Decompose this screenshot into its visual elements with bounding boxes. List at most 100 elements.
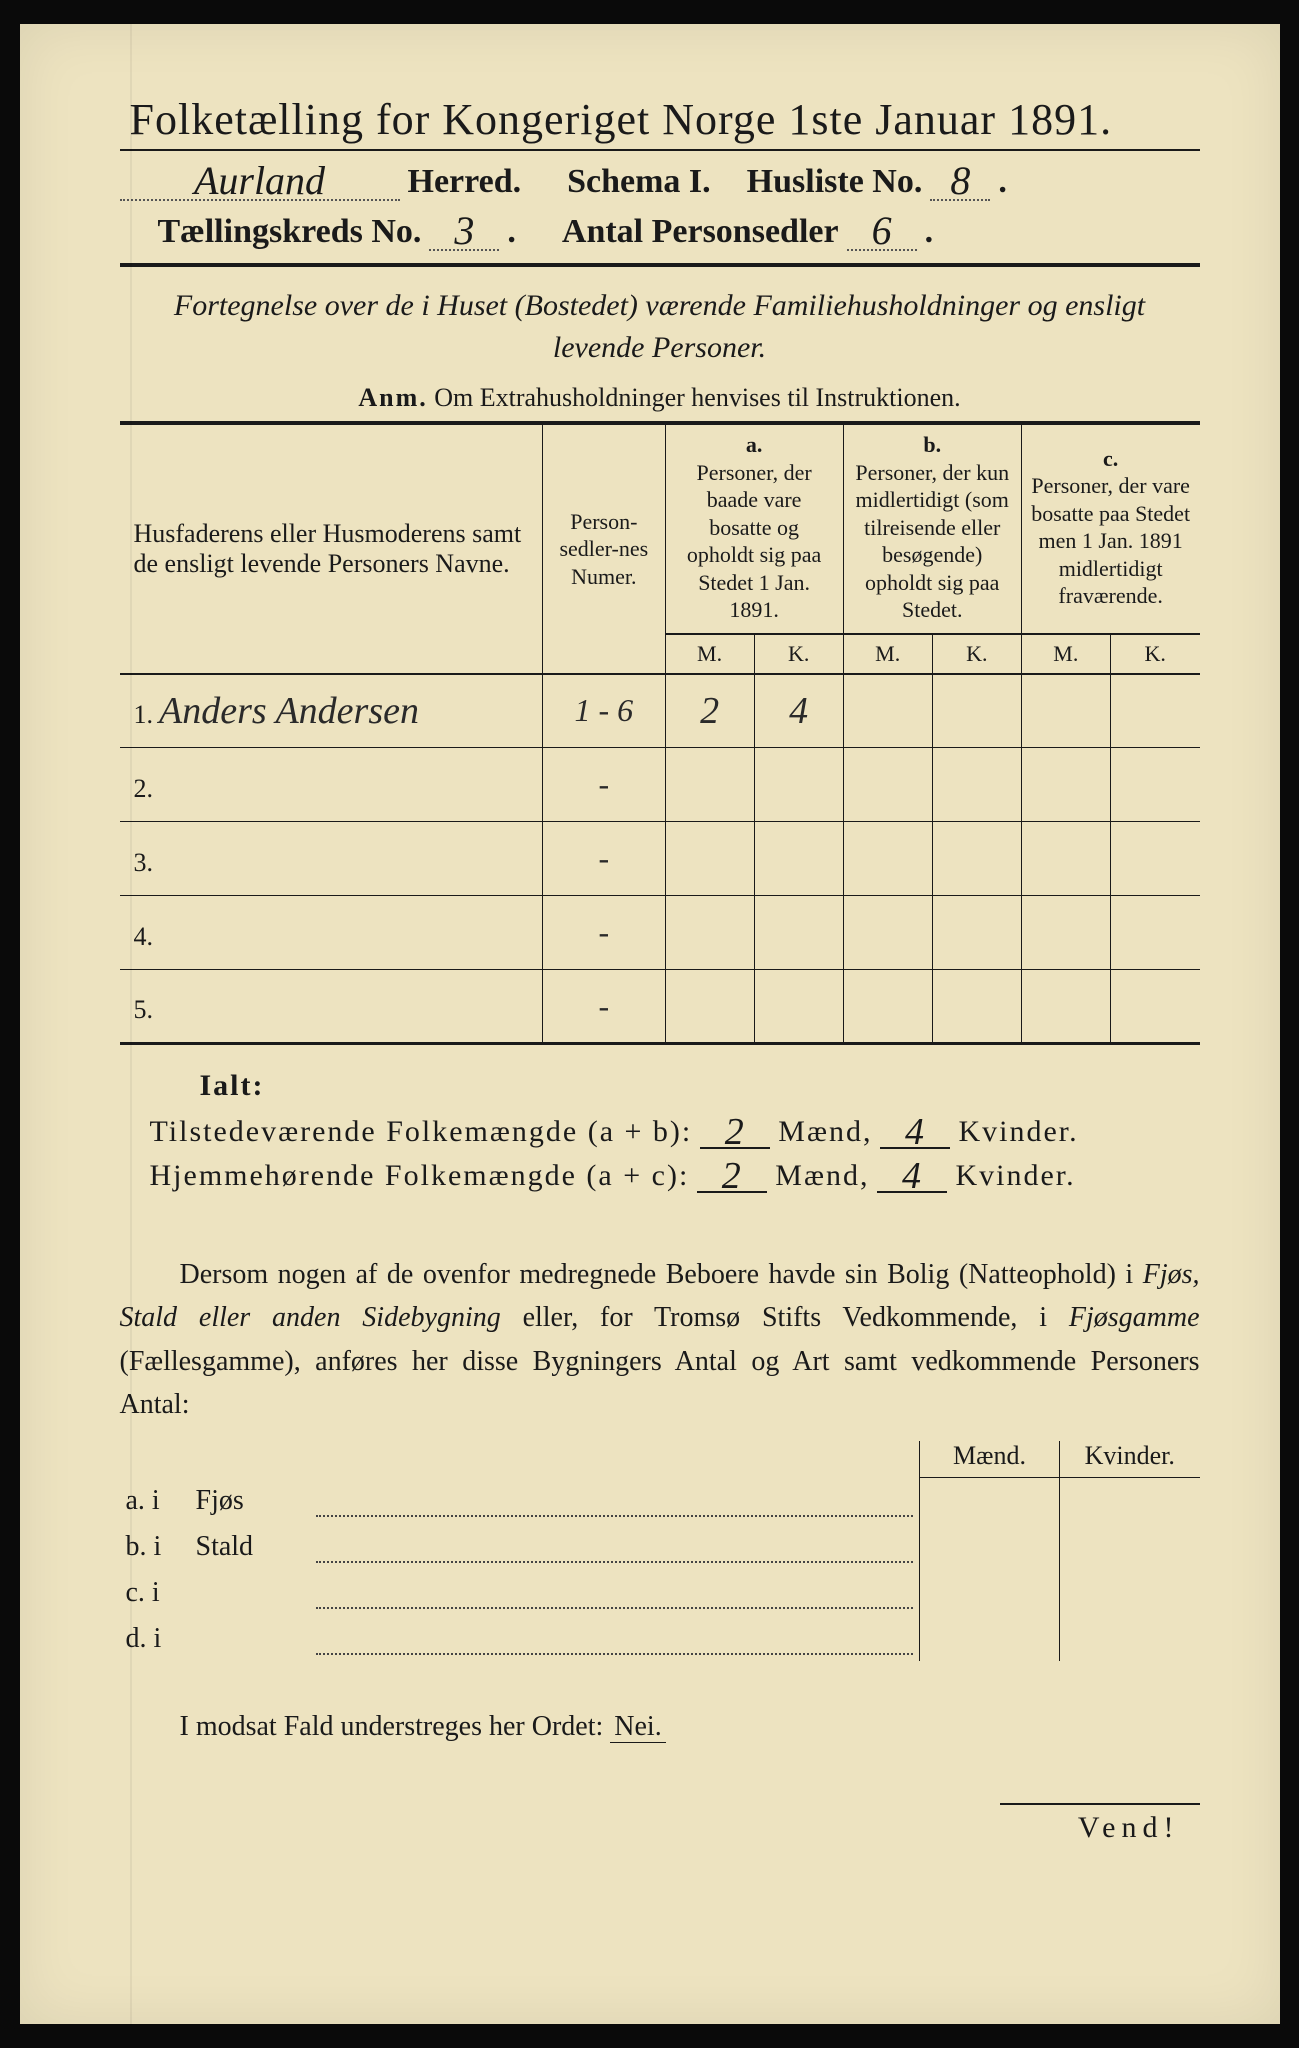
name-cell: 2.	[120, 748, 543, 822]
kreds-value: 3	[429, 213, 499, 251]
byg-k-cell	[1060, 1477, 1200, 1523]
sum1-label: Tilstedeværende Folkemængde (a + b):	[150, 1115, 693, 1149]
col-name-text: Husfaderens eller Husmoderens samt de en…	[134, 519, 522, 578]
byg-row: c. i	[120, 1569, 1200, 1615]
census-form-page: Folketælling for Kongeriget Norge 1ste J…	[20, 24, 1280, 2024]
header-line-2: Tællingskreds No. 3 . Antal Personsedler…	[120, 207, 1200, 257]
num-cell: 1 - 6	[543, 674, 665, 748]
col-b-header: b. Personer, der kun midlertidigt (som t…	[843, 423, 1021, 630]
dot: .	[507, 213, 516, 251]
cm-cell	[1021, 674, 1110, 748]
am-cell: 2	[665, 674, 754, 748]
byg-row: b. iStald	[120, 1523, 1200, 1569]
byg-row: a. iFjøs	[120, 1477, 1200, 1523]
antal-value: 6	[847, 213, 917, 251]
table-row: 4. -	[120, 896, 1200, 970]
col-a-tag: a.	[674, 431, 835, 459]
bm-cell	[843, 896, 932, 970]
mk-header: M.	[843, 634, 932, 674]
ialt-label: Ialt:	[200, 1069, 1200, 1103]
vend-label: Vend!	[1000, 1803, 1200, 1845]
byg-m-cell	[920, 1569, 1060, 1615]
am-cell	[665, 970, 754, 1044]
sum2-m: 2	[697, 1161, 767, 1193]
ak-cell	[754, 896, 843, 970]
col-a-header: a. Personer, der baade vare bosatte og o…	[665, 423, 843, 630]
name-cell: 1. Anders Andersen	[120, 674, 543, 748]
kreds-label: Tællingskreds No.	[158, 213, 422, 251]
bk-cell	[932, 674, 1021, 748]
nei-line: I modsat Fald understreges her Ordet: Ne…	[120, 1711, 1200, 1743]
sum-line-present: Tilstedeværende Folkemængde (a + b): 2 M…	[150, 1115, 1200, 1149]
am-cell	[665, 748, 754, 822]
para-t5: (Fællesgamme), anføres her disse Bygning…	[120, 1346, 1200, 1420]
cm-cell	[1021, 970, 1110, 1044]
ak-cell	[754, 748, 843, 822]
ak-cell	[754, 822, 843, 896]
col-b-tag: b.	[852, 431, 1013, 459]
sum2-mlabel: Mænd,	[775, 1159, 869, 1193]
header-line-1: Aurland Herred. Schema I. Husliste No. 8…	[120, 157, 1200, 207]
byg-dots	[310, 1477, 920, 1523]
ck-cell	[1110, 896, 1199, 970]
col-b-text: Personer, der kun midlertidigt (som tilr…	[852, 459, 1013, 624]
byg-dots	[310, 1523, 920, 1569]
table-row: 1. Anders Andersen1 - 624	[120, 674, 1200, 748]
cm-cell	[1021, 748, 1110, 822]
byg-k-header: Kvinder.	[1060, 1441, 1200, 1478]
ck-cell	[1110, 748, 1199, 822]
outbuilding-paragraph: Dersom nogen af de ovenfor medregnede Be…	[120, 1253, 1200, 1427]
antal-label: Antal Personsedler	[562, 213, 839, 251]
name-cell: 5.	[120, 970, 543, 1044]
byg-type: Fjøs	[190, 1477, 310, 1523]
anm-note: Anm. Om Extrahusholdninger henvises til …	[120, 383, 1200, 413]
para-t1: Dersom nogen af de ovenfor medregnede Be…	[180, 1259, 1143, 1290]
bk-cell	[932, 748, 1021, 822]
anm-prefix: Anm.	[358, 383, 427, 412]
bm-cell	[843, 822, 932, 896]
mk-header: M.	[1021, 634, 1110, 674]
husliste-label: Husliste No.	[747, 163, 923, 201]
household-table: Husfaderens eller Husmoderens samt de en…	[120, 421, 1200, 1045]
col-c-text: Personer, der vare bosatte paa Stedet me…	[1030, 472, 1192, 610]
bm-cell	[843, 674, 932, 748]
byg-k-cell	[1060, 1569, 1200, 1615]
byg-type	[190, 1615, 310, 1661]
ck-cell	[1110, 674, 1199, 748]
nei-word: Nei.	[610, 1711, 665, 1743]
herred-value: Aurland	[120, 163, 400, 201]
byg-k-cell	[1060, 1615, 1200, 1661]
sum1-k: 4	[880, 1117, 950, 1149]
byg-k-cell	[1060, 1523, 1200, 1569]
bk-cell	[932, 896, 1021, 970]
cm-cell	[1021, 822, 1110, 896]
am-cell	[665, 896, 754, 970]
fold-line	[130, 24, 132, 2024]
herred-label: Herred.	[408, 163, 522, 201]
sum1-m: 2	[700, 1117, 770, 1149]
num-cell: -	[543, 970, 665, 1044]
para-t4: Fjøsgamme	[1069, 1302, 1200, 1333]
anm-text: Om Extrahusholdninger henvises til Instr…	[434, 383, 960, 412]
husliste-value: 8	[930, 163, 990, 201]
mk-header: K.	[932, 634, 1021, 674]
bk-cell	[932, 970, 1021, 1044]
col-num-header: Person-sedler-nes Numer.	[543, 423, 665, 674]
header-rule	[120, 263, 1200, 267]
sum2-label: Hjemmehørende Folkemængde (a + c):	[150, 1159, 690, 1193]
col-c-header: c. Personer, der vare bosatte paa Stedet…	[1021, 423, 1199, 630]
byg-type: Stald	[190, 1523, 310, 1569]
bk-cell	[932, 822, 1021, 896]
dot: .	[998, 163, 1007, 201]
byg-dots	[310, 1615, 920, 1661]
byg-type	[190, 1569, 310, 1615]
table-row: 5. -	[120, 970, 1200, 1044]
schema-label: Schema I.	[567, 163, 711, 201]
mk-header: M.	[665, 634, 754, 674]
num-cell: -	[543, 896, 665, 970]
am-cell	[665, 822, 754, 896]
num-cell: -	[543, 822, 665, 896]
para-t3: eller, for Tromsø Stifts Vedkommende, i	[501, 1302, 1069, 1333]
byg-dots	[310, 1569, 920, 1615]
byg-m-cell	[920, 1477, 1060, 1523]
